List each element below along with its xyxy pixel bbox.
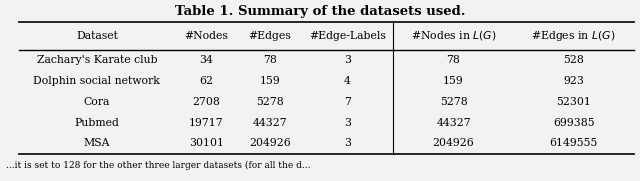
Text: 62: 62 <box>199 76 213 86</box>
Text: 5278: 5278 <box>256 97 284 107</box>
Text: 923: 923 <box>563 76 584 86</box>
Text: 4: 4 <box>344 76 351 86</box>
Text: 30101: 30101 <box>189 138 224 148</box>
Text: Pubmed: Pubmed <box>74 118 119 128</box>
Text: 204926: 204926 <box>433 138 474 148</box>
Text: Cora: Cora <box>84 97 110 107</box>
Text: 19717: 19717 <box>189 118 223 128</box>
Text: 3: 3 <box>344 138 351 148</box>
Text: 159: 159 <box>443 76 464 86</box>
Text: 204926: 204926 <box>249 138 291 148</box>
Text: Dataset: Dataset <box>76 31 118 41</box>
Text: 6149555: 6149555 <box>549 138 598 148</box>
Text: 3: 3 <box>344 55 351 65</box>
Text: 34: 34 <box>200 55 213 65</box>
Text: 52301: 52301 <box>556 97 591 107</box>
Text: 2708: 2708 <box>193 97 220 107</box>
Text: Table 1. Summary of the datasets used.: Table 1. Summary of the datasets used. <box>175 5 465 18</box>
Text: 44327: 44327 <box>253 118 287 128</box>
Text: 5278: 5278 <box>440 97 467 107</box>
Text: MSA: MSA <box>84 138 110 148</box>
Text: Zachary's Karate club: Zachary's Karate club <box>36 55 157 65</box>
Text: 44327: 44327 <box>436 118 471 128</box>
Text: Dolphin social network: Dolphin social network <box>33 76 161 86</box>
Text: #Edges in $L(G)$: #Edges in $L(G)$ <box>531 29 616 43</box>
Text: 7: 7 <box>344 97 351 107</box>
Text: #Edges: #Edges <box>248 31 291 41</box>
Text: #Nodes: #Nodes <box>184 31 228 41</box>
Text: 78: 78 <box>263 55 277 65</box>
Text: 159: 159 <box>260 76 280 86</box>
Text: 528: 528 <box>563 55 584 65</box>
Text: ...it is set to 128 for the other three larger datasets (for all the d...: ...it is set to 128 for the other three … <box>6 161 311 170</box>
Text: 78: 78 <box>447 55 460 65</box>
Text: 3: 3 <box>344 118 351 128</box>
Text: #Nodes in $L(G)$: #Nodes in $L(G)$ <box>411 29 496 42</box>
Text: #Edge-Labels: #Edge-Labels <box>309 31 386 41</box>
Text: 699385: 699385 <box>553 118 595 128</box>
